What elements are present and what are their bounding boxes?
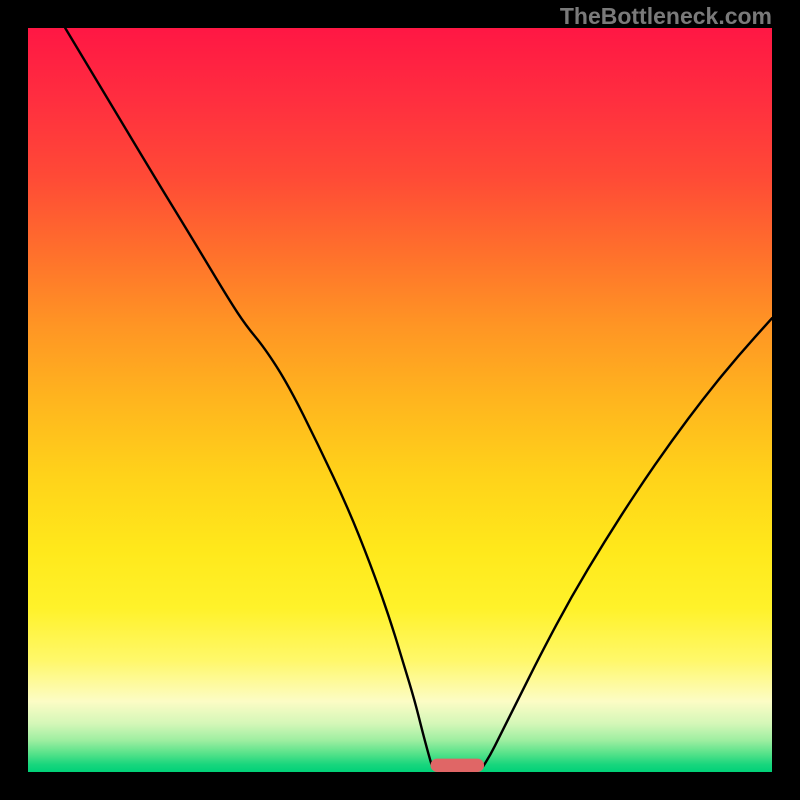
gradient-background bbox=[28, 28, 772, 772]
chart-container bbox=[28, 28, 772, 772]
watermark-text: TheBottleneck.com bbox=[560, 3, 772, 30]
optimal-marker bbox=[431, 759, 485, 772]
bottleneck-chart bbox=[28, 28, 772, 772]
